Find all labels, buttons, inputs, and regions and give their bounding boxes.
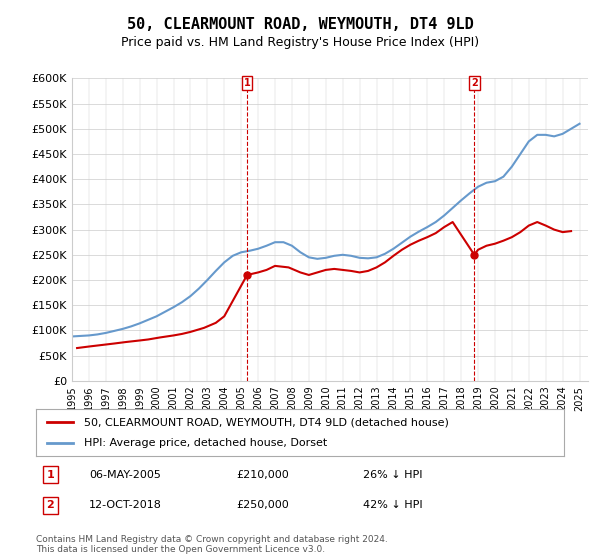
Text: £250,000: £250,000 bbox=[236, 501, 289, 510]
Text: 50, CLEARMOUNT ROAD, WEYMOUTH, DT4 9LD (detached house): 50, CLEARMOUNT ROAD, WEYMOUTH, DT4 9LD (… bbox=[83, 417, 448, 427]
Text: 12-OCT-2018: 12-OCT-2018 bbox=[89, 501, 161, 510]
Text: 2: 2 bbox=[471, 78, 478, 88]
Text: 42% ↓ HPI: 42% ↓ HPI bbox=[364, 501, 423, 510]
Text: 1: 1 bbox=[244, 78, 250, 88]
Text: £210,000: £210,000 bbox=[236, 470, 289, 479]
Text: HPI: Average price, detached house, Dorset: HPI: Average price, detached house, Dors… bbox=[83, 438, 327, 448]
Text: 06-MAY-2005: 06-MAY-2005 bbox=[89, 470, 161, 479]
Text: Contains HM Land Registry data © Crown copyright and database right 2024.
This d: Contains HM Land Registry data © Crown c… bbox=[36, 535, 388, 554]
Text: 50, CLEARMOUNT ROAD, WEYMOUTH, DT4 9LD: 50, CLEARMOUNT ROAD, WEYMOUTH, DT4 9LD bbox=[127, 17, 473, 32]
Text: 1: 1 bbox=[47, 470, 55, 479]
Text: 2: 2 bbox=[47, 501, 55, 510]
Text: Price paid vs. HM Land Registry's House Price Index (HPI): Price paid vs. HM Land Registry's House … bbox=[121, 36, 479, 49]
Text: 26% ↓ HPI: 26% ↓ HPI bbox=[364, 470, 423, 479]
